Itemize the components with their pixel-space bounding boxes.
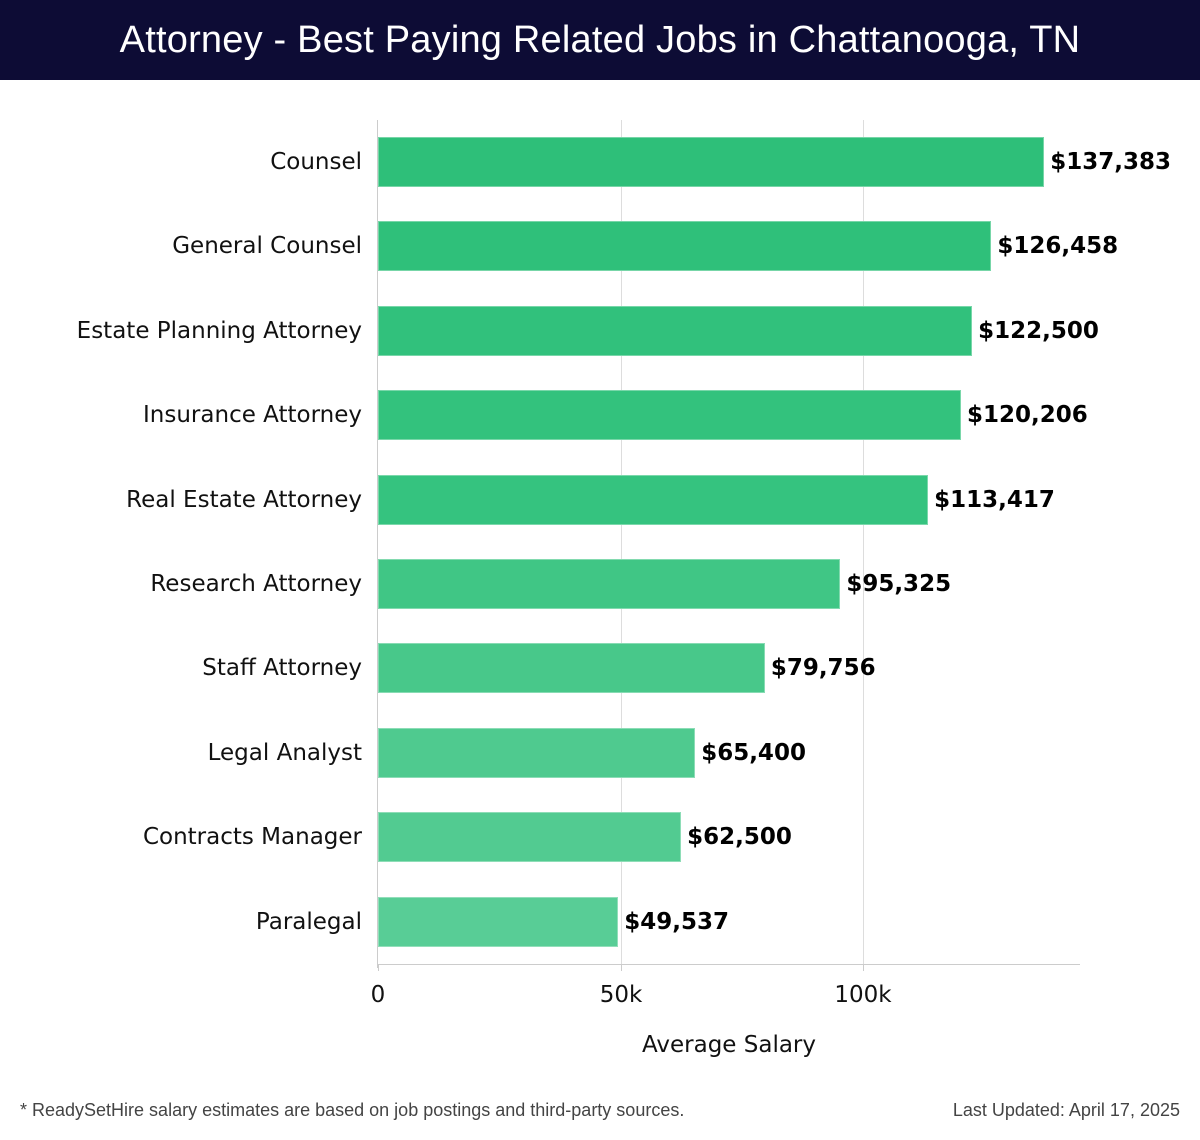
x-tick-label: 50k	[599, 982, 643, 1008]
category-label: Legal Analyst	[207, 739, 362, 766]
category-label: Insurance Attorney	[143, 402, 362, 429]
x-tick-label: 100k	[834, 982, 892, 1008]
bar	[378, 474, 929, 525]
x-axis-label: Average Salary	[641, 1032, 817, 1058]
bar	[378, 727, 696, 778]
bar	[378, 390, 961, 441]
category-label: Paralegal	[255, 908, 362, 935]
value-label: $137,383	[1050, 149, 1172, 175]
bar	[378, 221, 992, 272]
x-tick	[378, 964, 379, 971]
value-label: $113,417	[934, 486, 1055, 513]
value-label: $65,400	[701, 739, 806, 766]
category-label: Real Estate Attorney	[126, 486, 362, 513]
x-axis-line	[377, 964, 1080, 965]
value-label: $122,500	[978, 317, 1099, 344]
gridline	[621, 120, 622, 965]
value-label: $95,325	[846, 571, 952, 597]
chart-title-bar: Attorney - Best Paying Related Jobs in C…	[0, 0, 1200, 80]
category-label: Estate Planning Attorney	[76, 317, 362, 344]
bar	[378, 305, 973, 356]
bar	[378, 137, 1045, 187]
x-tick	[621, 964, 622, 971]
category-label: Staff Attorney	[202, 655, 362, 682]
category-label: Contracts Manager	[142, 824, 362, 851]
chart-title: Attorney - Best Paying Related Jobs in C…	[119, 18, 1081, 61]
category-label: General Counsel	[172, 233, 362, 260]
value-label: $49,537	[624, 908, 730, 935]
gridline	[863, 120, 864, 965]
last-updated: Last Updated: April 17, 2025	[952, 1100, 1180, 1120]
bar	[378, 559, 841, 609]
bar	[378, 643, 765, 694]
x-tick	[863, 964, 864, 971]
value-label: $79,756	[770, 655, 876, 682]
x-tick-label: 0	[370, 982, 386, 1008]
value-label: $62,500	[687, 824, 792, 851]
bar	[378, 812, 682, 863]
category-label: Research Attorney	[150, 571, 362, 597]
category-label: Counsel	[270, 149, 362, 175]
footnote: * ReadySetHire salary estimates are base…	[20, 1100, 685, 1120]
bar	[378, 896, 619, 947]
value-label: $126,458	[997, 233, 1119, 260]
y-axis-line	[377, 120, 378, 968]
value-label: $120,206	[966, 402, 1088, 429]
